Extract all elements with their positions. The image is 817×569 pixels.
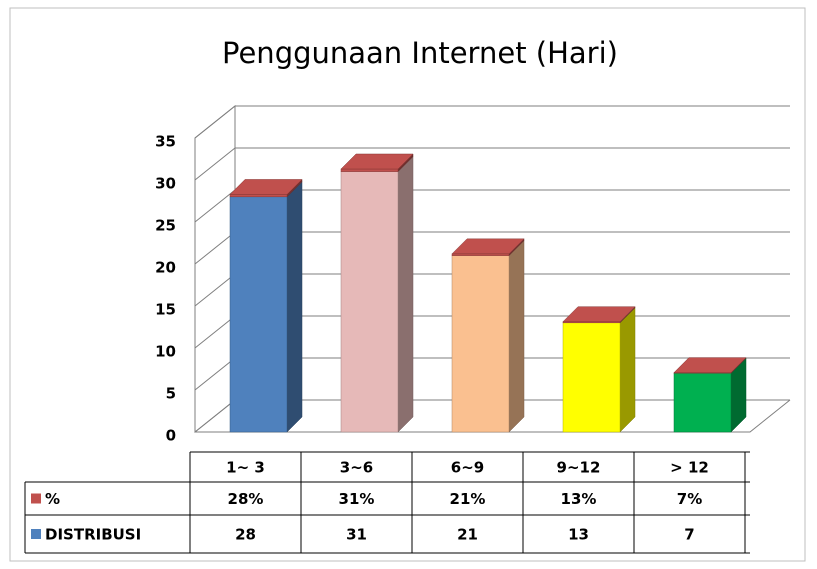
table-value: 7 (684, 526, 694, 544)
x-tick-label: 3~6 (340, 459, 373, 477)
bar (340, 171, 399, 433)
bar-cap-top (451, 238, 525, 255)
bar-side (508, 239, 525, 433)
x-tick-label: 1~ 3 (226, 459, 265, 477)
x-tick-label: 9~12 (557, 459, 601, 477)
legend-label: DISTRIBUSI (45, 526, 141, 544)
x-tick-label: > 12 (670, 459, 709, 477)
bar (451, 255, 510, 433)
x-tick-label: 6~9 (451, 459, 484, 477)
bar (673, 372, 732, 433)
table-value: 13% (561, 490, 597, 508)
y-tick-label: 5 (166, 385, 176, 403)
bar-side (286, 181, 303, 433)
table-value: 21 (457, 526, 478, 544)
bar-cap-top (340, 153, 414, 170)
y-tick-label: 25 (155, 217, 176, 235)
grid-line (194, 147, 790, 181)
legend-swatch (31, 493, 41, 504)
bar (562, 322, 621, 433)
table-value: 31 (346, 526, 367, 544)
y-tick-label: 0 (166, 427, 176, 445)
y-tick-label: 30 (155, 175, 176, 193)
bar-cap (340, 168, 399, 172)
table-value: 31% (339, 490, 375, 508)
bar-cap (451, 253, 510, 256)
bar-cap (229, 194, 288, 198)
table-value: 28% (228, 490, 264, 508)
y-tick-label: 35 (155, 133, 176, 151)
table-value: 13 (568, 526, 589, 544)
bar-side (619, 307, 636, 433)
y-tick-label: 20 (155, 259, 176, 277)
bar (229, 196, 288, 433)
legend-swatch (31, 529, 41, 539)
grid-line (194, 105, 790, 139)
chart-title: Penggunaan Internet (Hari) (222, 36, 618, 70)
table-value: 21% (450, 490, 486, 508)
y-tick-label: 10 (155, 343, 176, 361)
table-value: 7% (677, 490, 702, 508)
bar-side (397, 155, 414, 433)
table-value: 28 (235, 526, 256, 544)
bar-cap-top (562, 306, 636, 322)
legend-label: % (45, 490, 60, 508)
bar-cap-top (673, 357, 747, 373)
bar-cap-top (229, 179, 303, 195)
y-tick-label: 15 (155, 301, 176, 319)
